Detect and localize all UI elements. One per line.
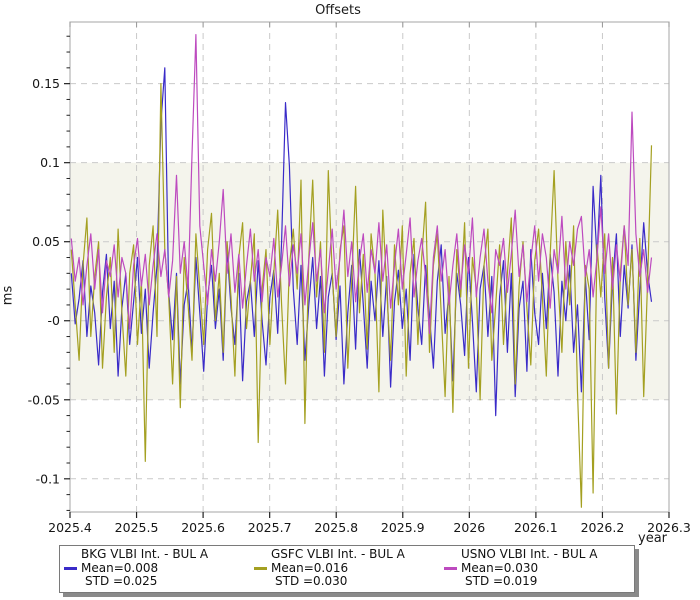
legend-std-value: STD =0.025 xyxy=(85,574,158,588)
bkg-line-swatch xyxy=(64,566,77,570)
usno-line-swatch xyxy=(444,566,457,570)
plot-frame xyxy=(69,21,670,513)
x-tick-label: 2025.4 xyxy=(48,520,92,535)
y-tick-label: 0.1 xyxy=(40,155,60,170)
x-tick-label: 2026.1 xyxy=(514,520,558,535)
legend-mean-value: Mean=0.030 xyxy=(461,560,539,575)
legend-entry-gsfc: GSFC VLBI Int. - BUL A Mean=0.016 STD =0… xyxy=(254,547,444,589)
y-tick-label: -0.1 xyxy=(36,471,60,486)
legend-entry-bkg: BKG VLBI Int. - BUL A Mean=0.008 STD =0.… xyxy=(64,547,254,589)
x-tick-label: 2025.9 xyxy=(381,520,425,535)
legend-entry-usno: USNO VLBI Int. - BUL A Mean=0.030 STD =0… xyxy=(444,547,634,589)
series-line-usno xyxy=(70,33,653,334)
legend-series-label: USNO VLBI Int. - BUL A xyxy=(461,547,598,561)
x-tick-label: 2025.6 xyxy=(181,520,225,535)
legend: BKG VLBI Int. - BUL A Mean=0.008 STD =0.… xyxy=(59,545,635,593)
y-tick-label: -0 xyxy=(48,313,61,328)
y-tick-label: 0.05 xyxy=(32,234,60,249)
x-tick-label: 2026 xyxy=(453,520,485,535)
chart-title: Offsets xyxy=(315,3,361,18)
legend-std-value: STD =0.030 xyxy=(275,574,348,588)
legend-mean-value: Mean=0.016 xyxy=(271,560,349,575)
x-tick-label: 2025.8 xyxy=(314,520,358,535)
legend-std-value: STD =0.019 xyxy=(465,574,538,588)
x-tick-label: 2025.7 xyxy=(248,520,292,535)
x-axis-label: year xyxy=(638,531,668,546)
legend-mean-value: Mean=0.008 xyxy=(81,560,159,575)
x-tick-label: 2026.2 xyxy=(581,520,625,535)
x-tick-label: 2025.5 xyxy=(115,520,159,535)
x-tick-label: 2026.3 xyxy=(647,520,691,535)
y-tick-label: -0.05 xyxy=(28,392,60,407)
plot-area: 0.15 0.1 0.05 -0 -0.05 -0.1 2025.4 2025.5 2025.6… xyxy=(28,21,691,535)
y-tick-label: 0.15 xyxy=(32,76,60,91)
legend-series-label: GSFC VLBI Int. - BUL A xyxy=(271,547,405,561)
gsfc-line-swatch xyxy=(254,566,267,570)
legend-series-label: BKG VLBI Int. - BUL A xyxy=(81,547,209,561)
